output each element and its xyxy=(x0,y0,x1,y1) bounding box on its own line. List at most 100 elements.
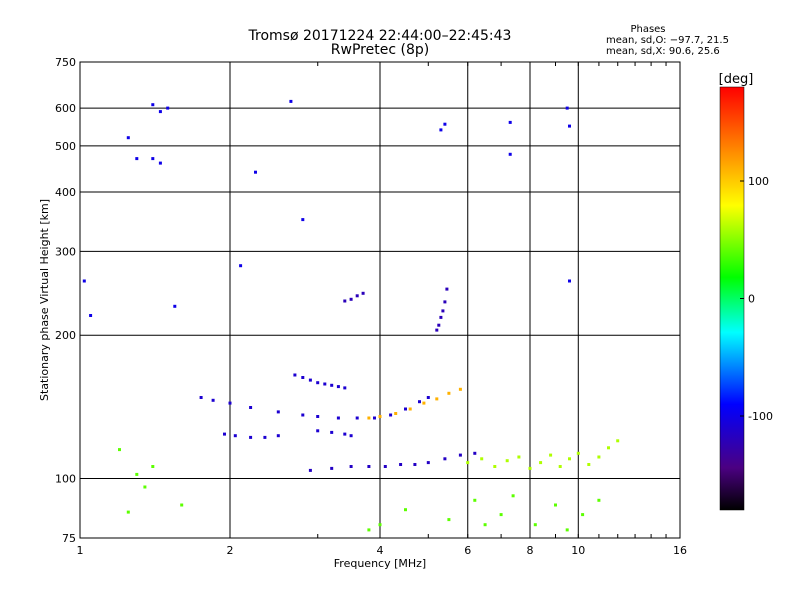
x-axis-label: Frequency [MHz] xyxy=(334,557,426,570)
data-point-o-trace-yellow xyxy=(458,387,462,391)
data-point-o-trace xyxy=(426,396,430,399)
data-point-isolated-low xyxy=(143,485,147,489)
data-point-2p-echo xyxy=(336,385,340,389)
data-point-isolated-low xyxy=(597,498,601,502)
data-point-isolated-low xyxy=(367,528,371,532)
data-point-E-layer xyxy=(413,463,417,466)
data-point-o-trace xyxy=(355,416,359,420)
data-point-mid-echo xyxy=(316,429,320,433)
y-tick-label: 600 xyxy=(55,102,76,115)
y-tick-label: 300 xyxy=(55,245,76,258)
data-point-isolated-high xyxy=(126,136,130,140)
data-point-lower-echo xyxy=(276,434,280,438)
data-point-isolated-low xyxy=(126,510,130,514)
data-point-spread-F xyxy=(607,446,610,450)
colorbar-label: [deg] xyxy=(719,72,754,87)
data-point-3p-echo xyxy=(355,294,359,298)
data-point-oblique-5.3MHz xyxy=(441,309,445,313)
data-point-spread-F xyxy=(576,451,580,455)
data-point-spread-F xyxy=(597,455,601,459)
data-point-spread-F xyxy=(466,461,470,465)
chart-subtitle: RwPretec (8p) xyxy=(331,42,429,58)
stats-heading: Phases xyxy=(630,24,665,35)
data-point-isolated-high xyxy=(173,304,177,308)
data-point-isolated-high xyxy=(151,103,155,107)
data-point-o-trace xyxy=(199,396,203,399)
data-point-3p-echo xyxy=(349,297,353,301)
x-tick-label: 8 xyxy=(527,544,534,557)
data-point-E-layer xyxy=(426,461,430,465)
data-point-3p-echo xyxy=(343,299,347,303)
data-point-lower-echo xyxy=(233,434,237,438)
data-point-o-trace xyxy=(276,410,280,414)
data-point-spread-F xyxy=(528,466,532,470)
data-point-E-layer xyxy=(383,465,387,468)
data-point-mid-echo xyxy=(349,434,353,438)
data-point-isolated-low xyxy=(511,494,515,498)
data-point-oblique-5.3MHz xyxy=(445,287,449,291)
data-point-isolated-low xyxy=(378,523,382,527)
data-point-spread-F xyxy=(539,461,543,465)
colorbar-tick-label: 0 xyxy=(748,293,755,306)
data-point-isolated-high xyxy=(82,279,86,283)
data-point-E-layer xyxy=(330,466,334,470)
data-point-o-trace xyxy=(228,401,232,405)
data-point-E-layer xyxy=(458,453,462,457)
data-point-isolated-low xyxy=(404,508,407,512)
data-point-isolated-high xyxy=(166,106,170,110)
data-point-isolated-high xyxy=(568,279,571,283)
data-point-spread-F xyxy=(517,455,521,459)
data-point-2p-echo xyxy=(330,383,334,387)
data-point-isolated-low xyxy=(581,513,585,517)
data-point-isolated-low xyxy=(483,523,487,527)
data-point-isolated-high xyxy=(568,124,571,128)
data-point-isolated-high xyxy=(508,120,512,124)
data-point-isolated-low xyxy=(533,523,537,527)
data-point-spread-F xyxy=(616,439,620,443)
colorbar-tick-label: -100 xyxy=(748,410,773,423)
grid xyxy=(80,62,680,538)
x-tick-label: 6 xyxy=(464,544,471,557)
data-point-2p-echo xyxy=(316,381,320,385)
data-point-o-trace xyxy=(336,416,340,420)
data-point-E-layer xyxy=(349,465,353,468)
y-tick-label: 500 xyxy=(55,140,76,153)
data-point-lower-echo xyxy=(249,435,253,439)
data-point-isolated-high xyxy=(158,161,162,165)
x-tick-label: 16 xyxy=(673,544,687,557)
data-point-isolated-low xyxy=(180,503,184,507)
data-point-isolated-low xyxy=(565,528,569,532)
data-point-spread-F xyxy=(558,465,562,468)
data-point-2p-echo xyxy=(301,376,305,379)
x-tick-label: 1 xyxy=(77,544,84,557)
data-point-o-trace xyxy=(249,406,253,409)
x-tick-label: 10 xyxy=(571,544,585,557)
colorbar-ticks: 100 0 -100 xyxy=(740,175,773,423)
data-point-o-trace xyxy=(301,413,305,417)
y-tick-label: 400 xyxy=(55,186,76,199)
stats-x: mean, sd,X: 90.6, 25.6 xyxy=(606,46,720,57)
data-point-oblique-5.3MHz xyxy=(443,300,447,304)
data-point-isolated-high xyxy=(289,99,293,103)
data-point-o-trace-yellow xyxy=(422,401,426,405)
data-point-3p-echo xyxy=(361,291,365,295)
y-axis-label: Stationary phase Virtual Height [km] xyxy=(38,199,51,401)
data-points xyxy=(82,99,620,532)
data-point-E-layer xyxy=(308,468,312,472)
x-tick-label: 4 xyxy=(377,544,384,557)
data-point-spread-F xyxy=(549,453,553,457)
data-point-oblique-5.3MHz xyxy=(437,323,441,327)
data-point-isolated-high xyxy=(443,122,447,126)
data-point-2p-echo xyxy=(308,378,312,382)
data-point-oblique-5.3MHz xyxy=(439,315,443,319)
data-point-isolated-high xyxy=(158,110,162,114)
data-point-isolated-high xyxy=(301,218,305,222)
data-point-isolated-low xyxy=(473,498,477,502)
data-point-2p-echo xyxy=(323,382,327,386)
colorbar-tick-label: 100 xyxy=(748,175,769,188)
data-point-isolated-low xyxy=(135,472,139,476)
x-tick-label: 2 xyxy=(227,544,234,557)
data-point-o-trace xyxy=(373,416,376,420)
data-point-2p-echo xyxy=(343,386,347,390)
